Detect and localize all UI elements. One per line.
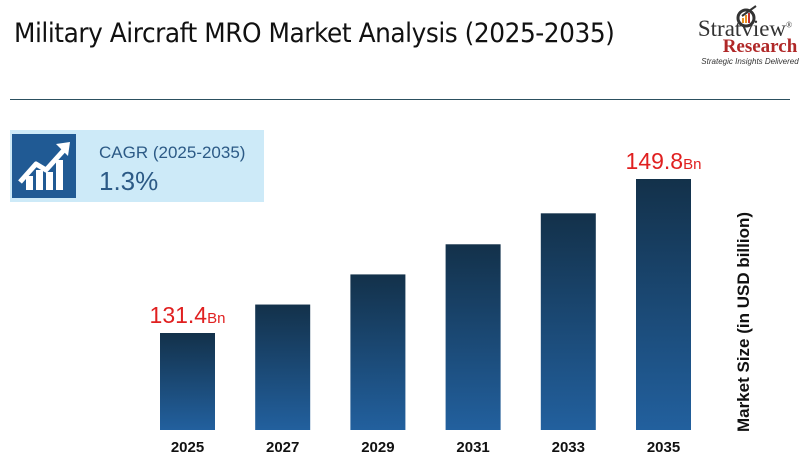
x-tick-label: 2029 xyxy=(361,439,394,456)
cagr-value: 1.3% xyxy=(99,166,159,196)
bar-2033 xyxy=(540,213,596,430)
logo-tagline: Strategic Insights Delivered xyxy=(701,57,799,66)
cagr-box: CAGR (2025-2035) 1.3% xyxy=(10,130,264,202)
growth-chart-icon xyxy=(12,134,76,198)
data-label: 149.8Bn xyxy=(626,148,702,174)
magnifier-chart-icon xyxy=(736,5,757,28)
x-tick-label: 2033 xyxy=(552,439,585,456)
stratview-logo: Stratview® Research Strategic Insights D… xyxy=(690,4,800,66)
x-tick-label: 2035 xyxy=(647,439,680,456)
x-tick-label: 2031 xyxy=(456,439,489,456)
data-label: 131.4Bn xyxy=(150,302,226,328)
bar-2027 xyxy=(255,304,311,430)
bar-2029 xyxy=(350,274,406,430)
bar-2035 xyxy=(636,179,691,430)
bar-2031 xyxy=(445,244,501,430)
cagr-label: CAGR (2025-2035) xyxy=(99,143,246,162)
bar-2025 xyxy=(160,333,215,430)
logo-name: Stratview® xyxy=(697,16,793,41)
x-tick-label: 2027 xyxy=(266,439,299,456)
page-title: Military Aircraft MRO Market Analysis (2… xyxy=(14,18,615,49)
logo-sub: Research xyxy=(722,36,798,57)
divider xyxy=(10,99,790,100)
x-tick-label: 2025 xyxy=(171,439,204,456)
